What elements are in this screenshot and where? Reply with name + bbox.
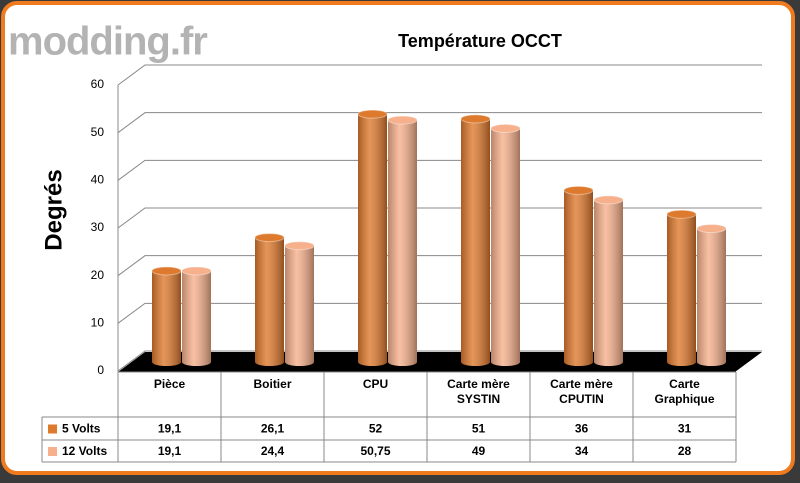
watermark: modding.fr bbox=[8, 20, 207, 64]
category-cell: Carte Graphique bbox=[654, 377, 715, 406]
legend-swatch bbox=[48, 424, 57, 434]
data-label: 31 bbox=[678, 422, 692, 436]
y-tick-label: 0 bbox=[97, 363, 104, 377]
y-tick-label: 60 bbox=[91, 77, 105, 91]
bar-top bbox=[284, 241, 315, 251]
grid-line bbox=[117, 112, 762, 134]
bar-top bbox=[387, 115, 418, 125]
category-cell: CPU bbox=[362, 377, 389, 391]
data-label: 34 bbox=[575, 444, 589, 458]
bar-top bbox=[181, 266, 212, 276]
bar-top bbox=[696, 224, 727, 234]
bar-top bbox=[490, 123, 521, 133]
category-cell: Carte mère CPUTIN bbox=[550, 377, 613, 406]
bar-shade bbox=[564, 186, 593, 366]
y-tick-label: 50 bbox=[91, 125, 105, 139]
y-tick-label: 40 bbox=[91, 173, 105, 187]
bar-shade bbox=[285, 241, 314, 366]
bar-shade bbox=[182, 266, 211, 366]
bar-top bbox=[563, 185, 594, 195]
grid-line bbox=[117, 64, 762, 86]
bar-shade bbox=[388, 116, 417, 366]
legend-label: 5 Volts bbox=[62, 422, 101, 436]
x-tick-label: CPU bbox=[362, 377, 389, 391]
data-label: 28 bbox=[678, 444, 692, 458]
data-label: 36 bbox=[575, 422, 589, 436]
bar-shade bbox=[594, 195, 623, 366]
bar-shade bbox=[667, 210, 696, 366]
bar-shade bbox=[255, 233, 284, 366]
legend-label: 12 Volts bbox=[62, 444, 107, 458]
data-label: 26,1 bbox=[261, 422, 285, 436]
x-tick-label: Carte Graphique bbox=[654, 377, 715, 406]
x-tick-label: Carte mère CPUTIN bbox=[550, 377, 613, 406]
data-label: 50,75 bbox=[360, 444, 390, 458]
chart-title: Température OCCT bbox=[398, 31, 562, 51]
y-tick-label: 10 bbox=[91, 316, 105, 330]
data-label: 24,4 bbox=[261, 444, 285, 458]
x-tick-label: Carte mère SYSTIN bbox=[447, 377, 510, 406]
bar-top bbox=[254, 233, 285, 243]
floor bbox=[118, 352, 762, 372]
bar-shade bbox=[491, 124, 520, 366]
bar-shade bbox=[152, 266, 181, 366]
x-tick-label: Boitier bbox=[253, 377, 292, 391]
grid-line bbox=[117, 302, 762, 324]
bar-shade bbox=[358, 110, 387, 366]
x-tick-label: Pièce bbox=[153, 377, 186, 391]
bar-top bbox=[151, 266, 182, 276]
bar-top bbox=[593, 195, 624, 205]
grid-line bbox=[117, 350, 762, 372]
data-label: 52 bbox=[369, 422, 383, 436]
category-cell: Carte mère SYSTIN bbox=[447, 377, 510, 406]
category-cell: Boitier bbox=[253, 377, 292, 391]
grid-line bbox=[117, 207, 762, 229]
y-tick-label: 20 bbox=[91, 268, 105, 282]
y-axis-label: Degrés bbox=[40, 169, 67, 250]
data-label: 49 bbox=[472, 444, 486, 458]
bar-top bbox=[666, 209, 697, 219]
bar-top bbox=[460, 114, 491, 124]
category-cell: Pièce bbox=[153, 377, 186, 391]
bar-top bbox=[357, 109, 388, 119]
data-label: 51 bbox=[472, 422, 486, 436]
legend-swatch bbox=[48, 447, 57, 456]
grid-line bbox=[117, 159, 762, 181]
y-tick-label: 30 bbox=[91, 220, 105, 234]
bar-shade bbox=[697, 224, 726, 366]
data-label: 19,1 bbox=[158, 444, 182, 458]
grid-line bbox=[117, 255, 762, 277]
bar-shade bbox=[461, 114, 490, 366]
data-label: 19,1 bbox=[158, 422, 182, 436]
